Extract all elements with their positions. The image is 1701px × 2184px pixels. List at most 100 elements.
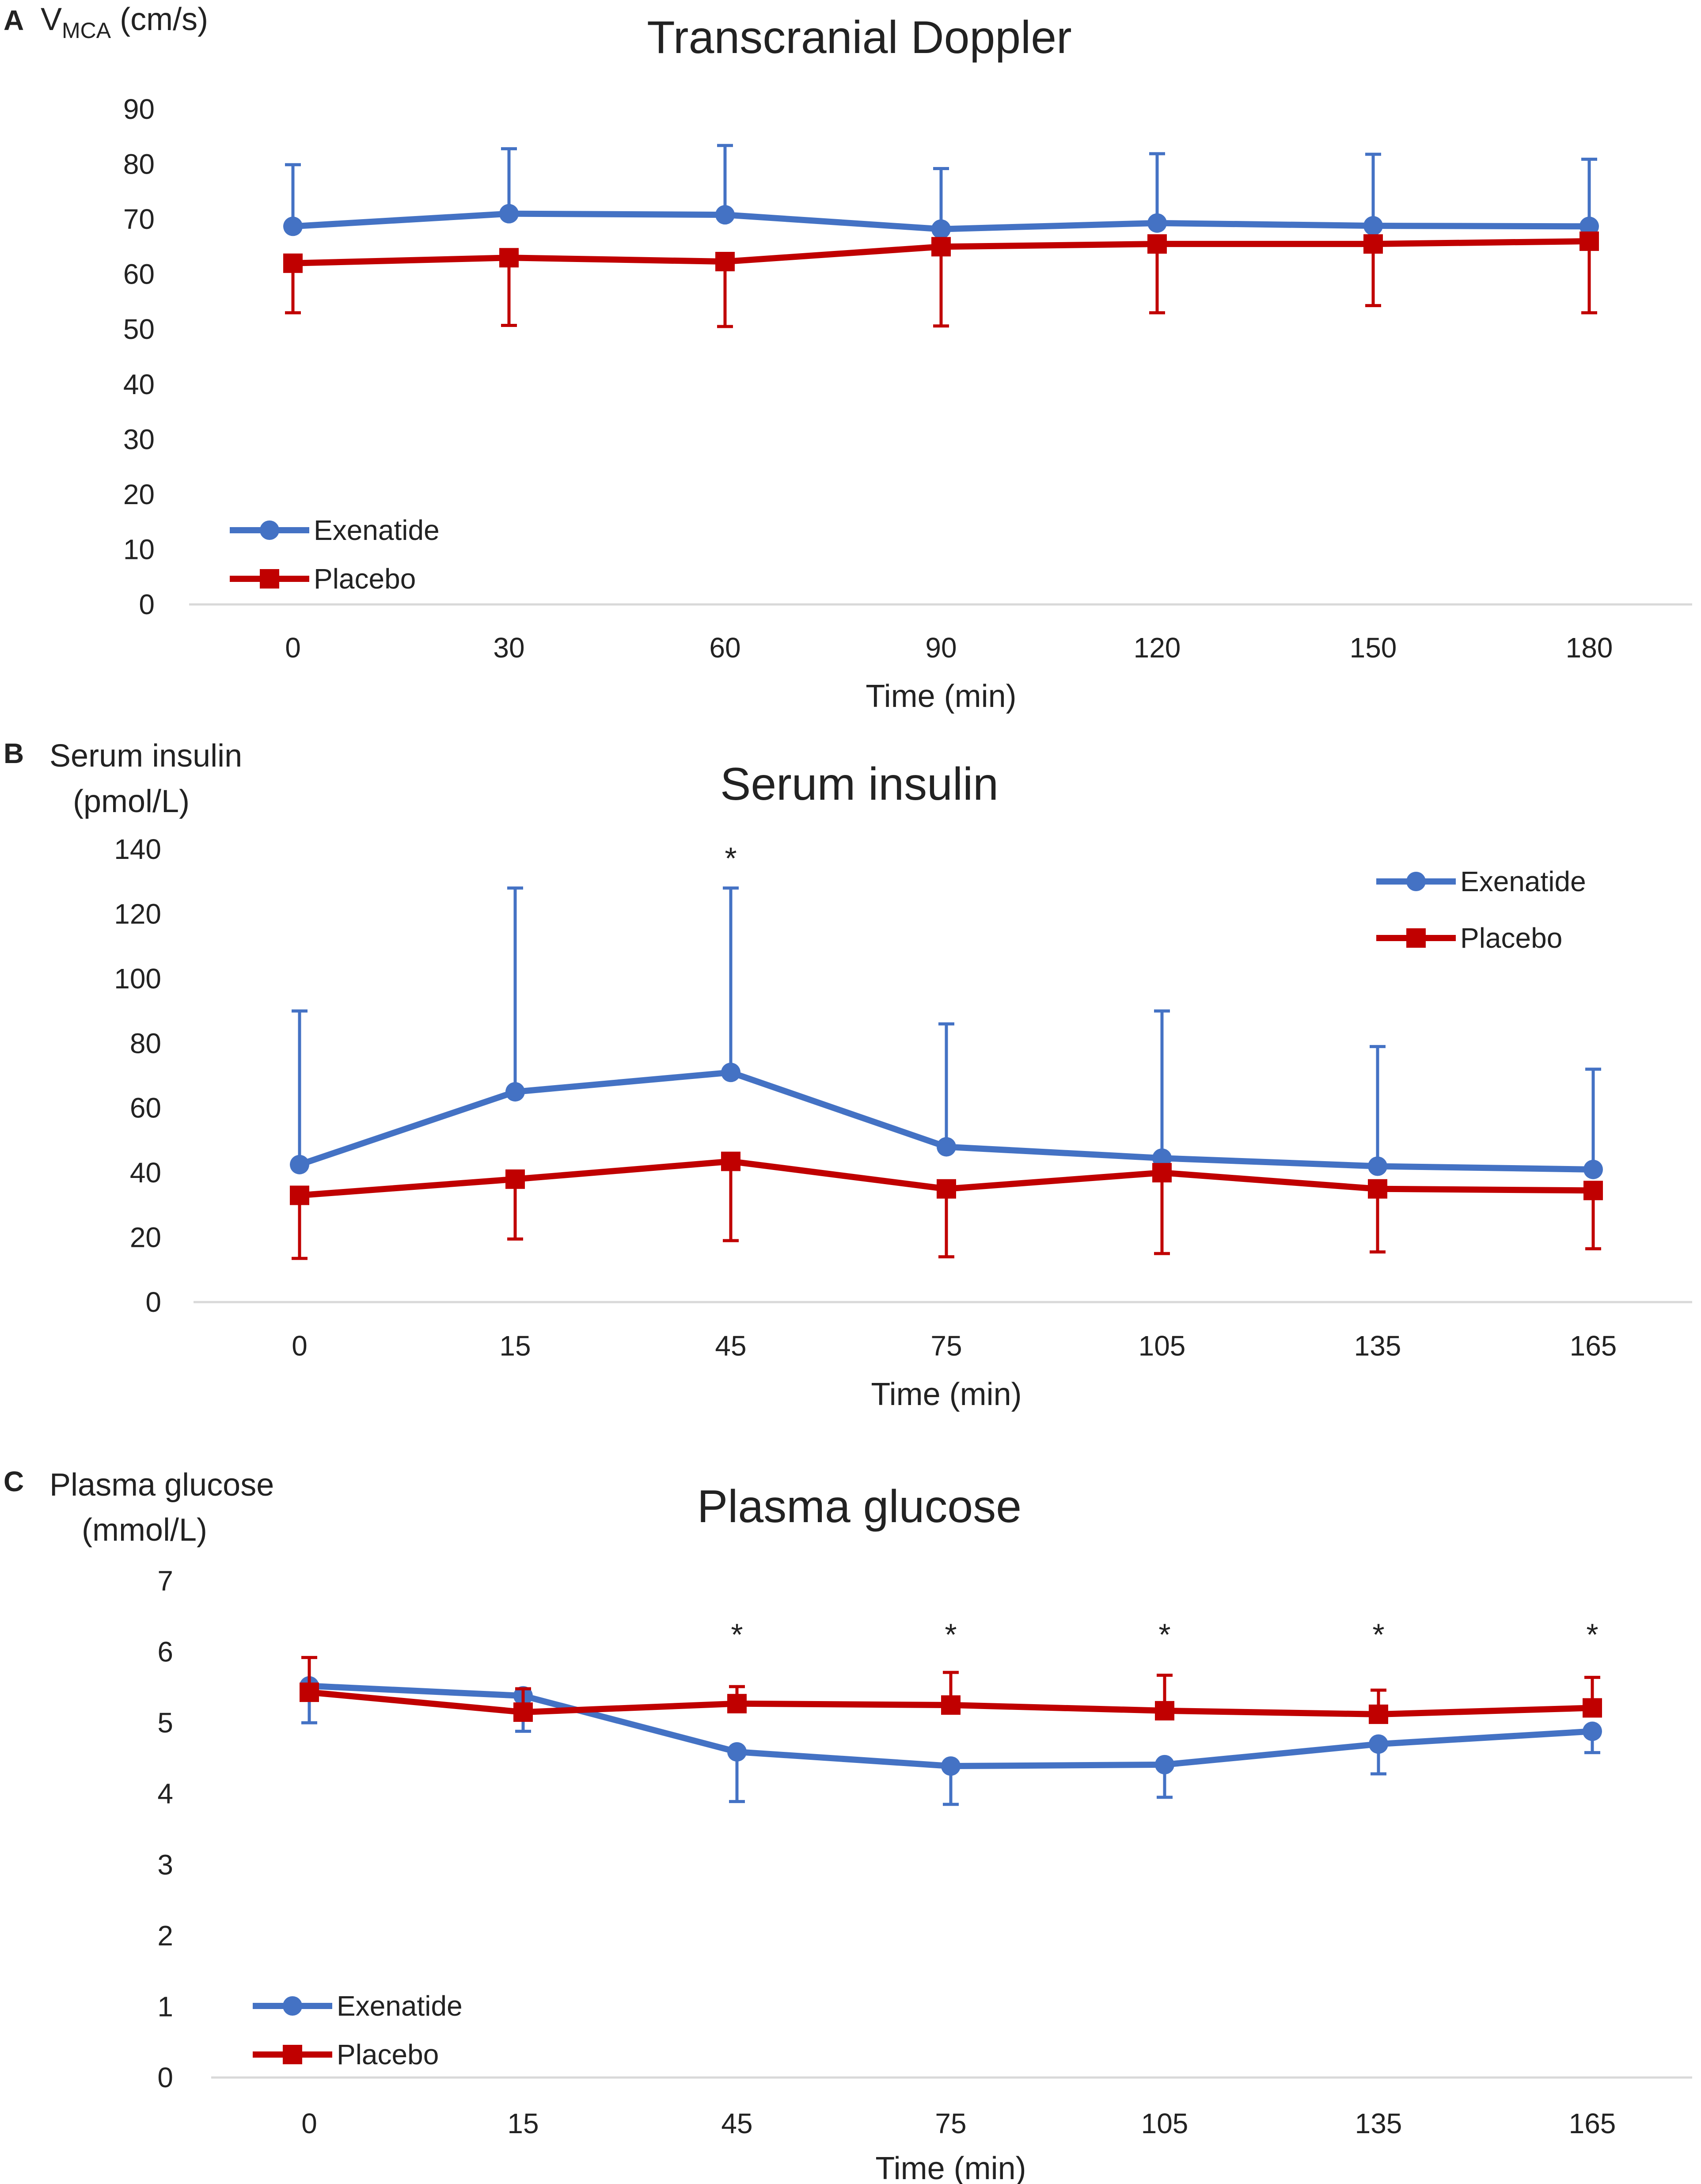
legend-marker — [283, 1996, 302, 2016]
y-tick-label: 10 — [123, 533, 155, 565]
data-point — [721, 1063, 740, 1083]
legend: Exenatide Placebo — [230, 514, 440, 595]
legend-marker — [260, 520, 279, 540]
data-point — [1580, 231, 1599, 251]
y-tick-label: 100 — [114, 963, 161, 995]
series-exenatide — [283, 144, 1599, 239]
significance-marker: * — [1586, 1618, 1598, 1652]
data-point — [727, 1694, 747, 1713]
y-axis-label: VMCA (cm/s) — [41, 2, 208, 43]
data-point — [715, 205, 735, 225]
y-tick-label: 5 — [157, 1707, 173, 1739]
y-axis-label: Serum insulin — [49, 738, 242, 774]
panel-letter: A — [4, 4, 24, 36]
data-point — [1369, 1734, 1388, 1754]
data-point — [505, 1169, 525, 1189]
legend-label: Exenatide — [314, 514, 440, 546]
chart-panel-a: A Transcranial Doppler VMCA (cm/s) 0 10 20 30 4… — [4, 2, 1692, 714]
x-tick-label: 30 — [493, 632, 524, 664]
legend-label: Placebo — [337, 2039, 439, 2070]
y-tick-label: 30 — [123, 423, 155, 455]
significance-marker: * — [1158, 1618, 1170, 1652]
data-point — [1155, 1755, 1174, 1774]
x-tick-label: 105 — [1141, 2108, 1188, 2139]
y-tick-label: 4 — [157, 1778, 173, 1810]
x-tick-label: 135 — [1355, 2108, 1402, 2139]
y-axis-label: Plasma glucose — [49, 1467, 274, 1503]
y-tick-label: 7 — [157, 1565, 173, 1597]
y-tick-label: 120 — [114, 898, 161, 930]
series-placebo — [283, 231, 1599, 328]
chart-panel-c: C Plasma glucose Plasma glucose (mmol/L) 0 1 2… — [4, 1466, 1692, 2184]
chart-panel-b: B Serum insulin Serum insulin (pmol/L) 0 20 40… — [4, 737, 1692, 1412]
series-placebo — [300, 1656, 1602, 1724]
data-point — [499, 204, 519, 224]
data-point — [499, 248, 519, 268]
data-point — [1368, 1156, 1387, 1176]
legend: Exenatide Placebo — [253, 1990, 463, 2070]
y-tick-label: 140 — [114, 833, 161, 865]
data-point — [937, 1179, 956, 1199]
y-tick-label: 40 — [130, 1157, 161, 1189]
x-tick-label: 0 — [301, 2108, 317, 2139]
x-tick-label: 45 — [721, 2108, 752, 2139]
data-point — [1155, 1701, 1174, 1721]
legend-marker — [260, 569, 279, 589]
data-point — [1583, 1721, 1602, 1741]
data-point — [1147, 234, 1167, 254]
significance-marker: * — [945, 1618, 957, 1652]
significance-marker: * — [1372, 1618, 1384, 1652]
x-tick-label: 60 — [709, 632, 740, 664]
y-tick-label: 60 — [130, 1092, 161, 1124]
legend-label: Exenatide — [337, 1990, 463, 2022]
panel-letter: C — [4, 1466, 24, 1497]
x-tick-label: 105 — [1139, 1330, 1186, 1362]
y-axis-label-unit: (pmol/L) — [73, 784, 190, 819]
x-axis-label: Time (min) — [875, 2151, 1026, 2184]
x-tick-label: 165 — [1570, 1330, 1617, 1362]
data-point — [283, 217, 303, 236]
legend-label: Placebo — [314, 563, 416, 595]
data-point — [300, 1683, 319, 1702]
data-point — [1368, 1179, 1387, 1199]
legend-marker — [283, 2045, 302, 2064]
data-point — [1580, 217, 1599, 236]
data-point — [1369, 1704, 1388, 1724]
legend-label: Exenatide — [1460, 866, 1586, 897]
data-point — [941, 1695, 961, 1715]
y-tick-label: 60 — [123, 258, 155, 290]
data-point — [505, 1082, 525, 1102]
data-point — [721, 1151, 740, 1171]
chart-title: Plasma glucose — [697, 1481, 1021, 1532]
y-tick-label: 2 — [157, 1920, 173, 1952]
x-axis-label: Time (min) — [866, 679, 1016, 714]
data-point — [727, 1742, 747, 1762]
data-point — [1363, 234, 1383, 254]
x-tick-label: 75 — [930, 1330, 962, 1362]
y-tick-label: 3 — [157, 1849, 173, 1880]
x-tick-label: 15 — [507, 2108, 539, 2139]
data-point — [941, 1756, 961, 1776]
data-point — [1583, 1159, 1603, 1179]
x-tick-label: 90 — [925, 632, 957, 664]
data-point — [1583, 1181, 1603, 1200]
y-tick-label: 80 — [123, 148, 155, 180]
data-point — [931, 219, 951, 239]
y-tick-label: 1 — [157, 1990, 173, 2022]
data-point — [931, 237, 951, 257]
x-tick-label: 135 — [1354, 1330, 1401, 1362]
chart-title: Transcranial Doppler — [647, 12, 1071, 63]
y-tick-label: 80 — [130, 1027, 161, 1059]
data-point — [937, 1137, 956, 1157]
panel-letter: B — [4, 737, 24, 769]
chart-title: Serum insulin — [720, 759, 999, 810]
y-tick-label: 50 — [123, 313, 155, 345]
data-point — [1363, 216, 1383, 236]
x-tick-label: 0 — [285, 632, 301, 664]
y-tick-label: 70 — [123, 203, 155, 235]
legend: Exenatide Placebo — [1376, 866, 1586, 954]
x-tick-label: 15 — [499, 1330, 531, 1362]
x-axis-label: Time (min) — [871, 1377, 1021, 1412]
significance-marker: * — [731, 1618, 743, 1652]
